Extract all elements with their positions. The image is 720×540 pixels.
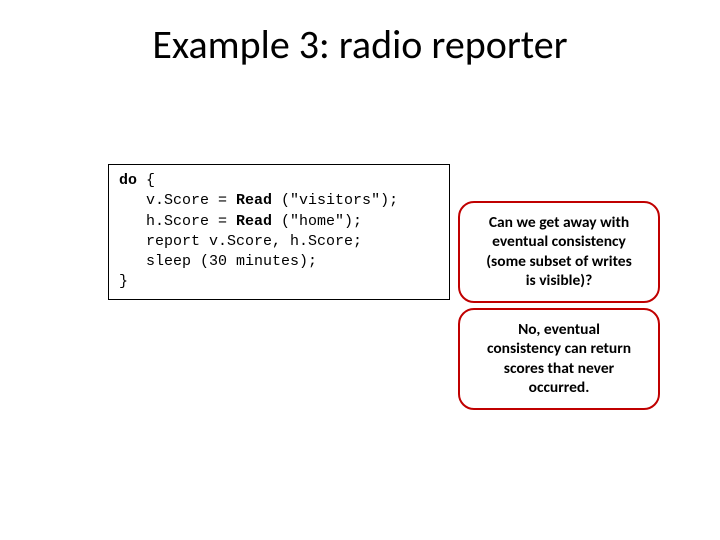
code-block: do { v.Score = Read ("visitors"); h.Scor…	[108, 164, 450, 300]
code-text: }	[119, 273, 128, 290]
slide-title: Example 3: radio reporter	[0, 20, 720, 69]
callout-line: eventual consistency	[492, 232, 626, 251]
callout-line: occurred.	[529, 378, 590, 397]
callout-line: (some subset of writes	[486, 252, 632, 271]
callout-line: is visible)?	[526, 271, 593, 290]
code-text: ("home");	[272, 213, 362, 230]
keyword-read: Read	[236, 213, 272, 230]
keyword-read: Read	[236, 192, 272, 209]
callout-line: scores that never	[504, 359, 614, 378]
code-text: sleep (30 minutes);	[119, 253, 317, 270]
code-text: report v.Score, h.Score;	[119, 233, 362, 250]
keyword-do: do	[119, 172, 137, 189]
callout-answer: No, eventual consistency can return scor…	[458, 308, 660, 410]
callout-line: Can we get away with	[489, 213, 629, 232]
code-text: v.Score =	[119, 192, 236, 209]
code-text: h.Score =	[119, 213, 236, 230]
callout-question: Can we get away with eventual consistenc…	[458, 201, 660, 303]
code-text: {	[137, 172, 155, 189]
code-text: ("visitors");	[272, 192, 398, 209]
callout-line: No, eventual	[518, 320, 600, 339]
callout-line: consistency can return	[487, 339, 631, 358]
